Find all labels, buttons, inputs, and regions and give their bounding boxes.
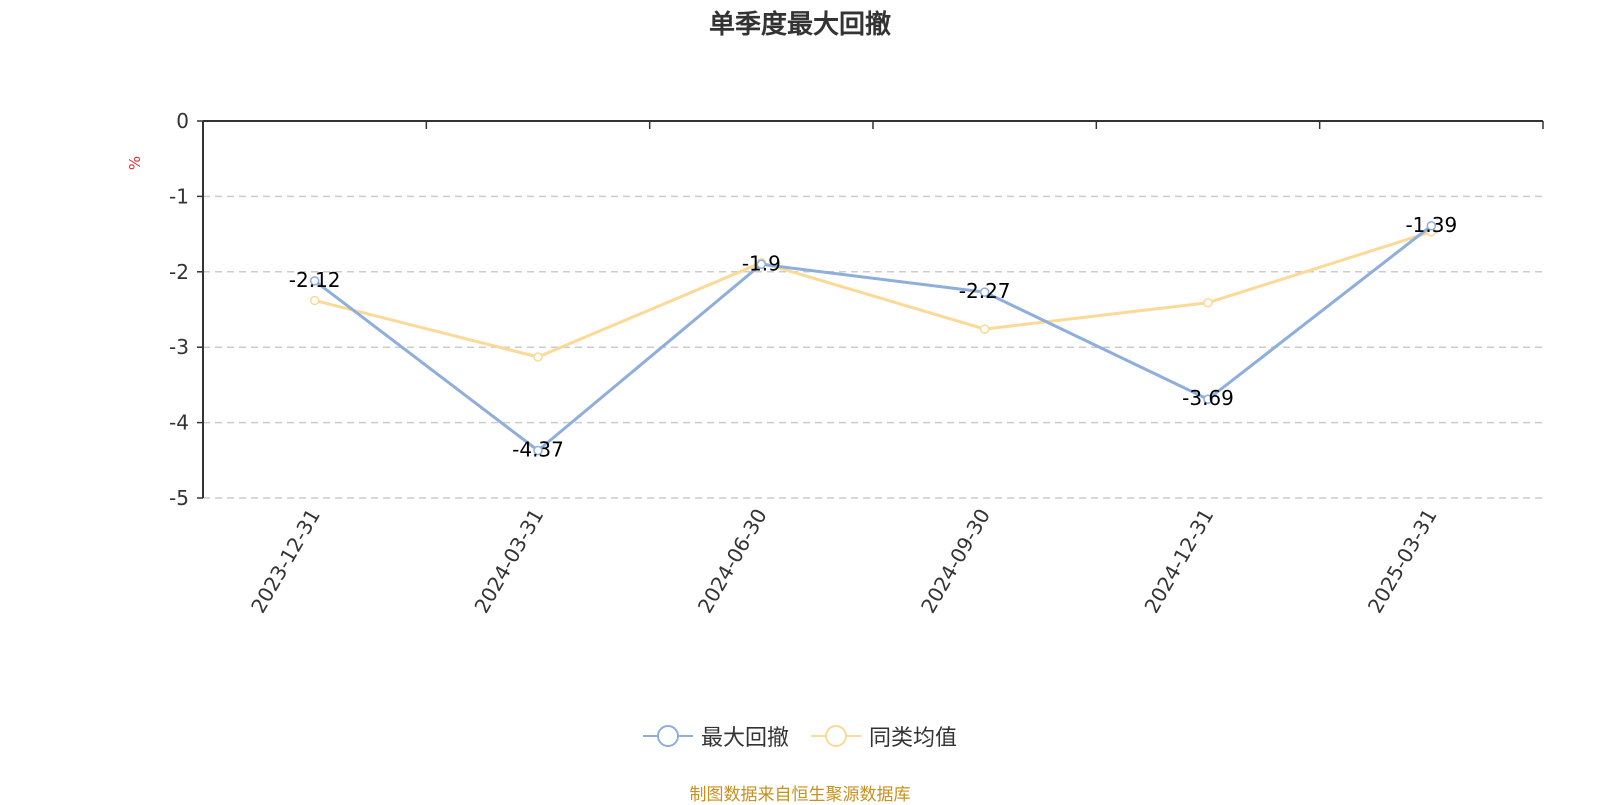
axes: 0 -1 -2 -3 -4 -5 2023-12-31 2024-03-31 2024-06-3… bbox=[169, 109, 1544, 618]
legend-label-peer-average: 同类均值 bbox=[869, 726, 958, 751]
data-label: -1.39 bbox=[1405, 213, 1457, 237]
data-point bbox=[756, 259, 767, 270]
y-tick-label: -5 bbox=[169, 486, 189, 510]
chart-title: 单季度最大回撤 bbox=[708, 10, 891, 40]
y-axis-unit-label: % bbox=[126, 156, 144, 170]
x-tick-label: 2024-06-30 bbox=[693, 505, 772, 618]
data-point bbox=[309, 276, 320, 286]
y-tick-label: -2 bbox=[169, 260, 189, 284]
data-point bbox=[979, 324, 990, 334]
series-line-2 bbox=[314, 230, 1432, 359]
grid-lines bbox=[203, 195, 1543, 499]
x-tick-label: 2025-03-31 bbox=[1363, 505, 1442, 618]
legend: 最大回撤 同类均值 bbox=[0, 720, 1600, 752]
data-point bbox=[1203, 297, 1213, 308]
data-point bbox=[533, 352, 543, 362]
data-label: -2.27 bbox=[959, 279, 1011, 303]
legend-line-circle-icon bbox=[642, 725, 693, 747]
data-label: -1.9 bbox=[742, 251, 781, 275]
series-lines bbox=[309, 221, 1437, 456]
data-label: -2.12 bbox=[289, 268, 341, 292]
legend-item-max-drawdown[interactable]: 最大回撤 bbox=[642, 720, 789, 752]
x-tick-label: 2024-12-31 bbox=[1139, 505, 1218, 618]
x-tick-label: 2023-12-31 bbox=[246, 505, 325, 618]
y-tick-label: -1 bbox=[169, 184, 189, 208]
y-tick-label: -3 bbox=[169, 335, 189, 359]
data-point bbox=[309, 295, 320, 306]
x-tick-label: 2024-03-31 bbox=[469, 505, 548, 618]
data-labels: -2.12 -4.37 -1.9 -2.27 -3.69 -1.39 bbox=[289, 213, 1457, 462]
line-chart: 0 -1 -2 -3 -4 -5 2023-12-31 2024-03-31 2024-06-3… bbox=[126, 109, 1544, 618]
legend-line-circle-icon bbox=[811, 725, 861, 747]
data-point bbox=[1426, 221, 1437, 231]
data-label: -3.69 bbox=[1182, 386, 1234, 410]
series-line-1 bbox=[313, 224, 1433, 452]
data-label: -4.37 bbox=[512, 437, 564, 461]
y-tick-label: 0 bbox=[176, 109, 189, 133]
y-tick-label: -4 bbox=[169, 411, 189, 435]
legend-item-peer-average[interactable]: 同类均值 bbox=[811, 720, 957, 752]
legend-label-max-drawdown: 最大回撤 bbox=[700, 726, 789, 751]
x-tick-label: 2024-09-30 bbox=[916, 505, 995, 618]
data-point bbox=[533, 445, 543, 456]
data-point bbox=[1203, 394, 1213, 404]
data-point bbox=[979, 287, 990, 297]
source-note: 制图数据来自恒生聚源数据库 bbox=[689, 785, 911, 805]
